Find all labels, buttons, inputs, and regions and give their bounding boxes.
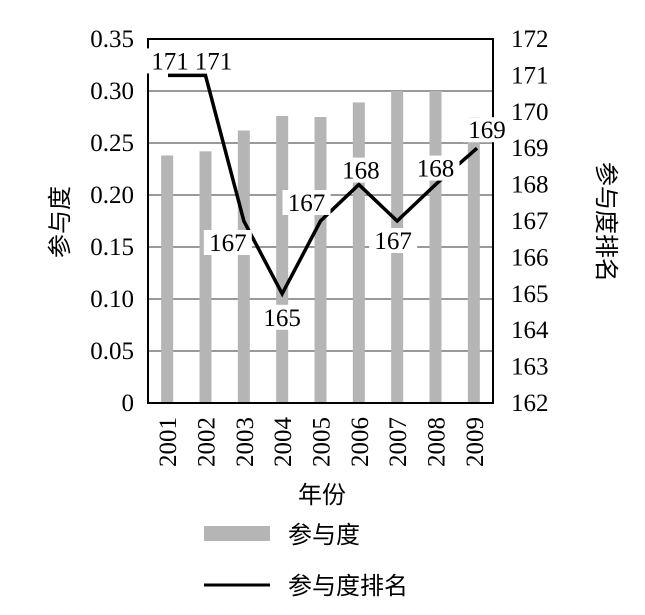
- bar-2005: [314, 117, 327, 403]
- line-data-labels: 171 171 167 165 167 168 167 168 169: [146, 48, 511, 332]
- right-tick-10: 172: [511, 26, 549, 53]
- right-axis-title: 参与度排名: [592, 162, 620, 282]
- right-tick-8: 170: [511, 99, 549, 126]
- x-tick-2006: 2006: [347, 417, 374, 467]
- plot-area-frame: [147, 38, 494, 404]
- data-label-2006: 168: [342, 158, 380, 185]
- x-tick-2001: 2001: [155, 417, 182, 467]
- bar-series: [161, 91, 480, 404]
- x-tick-2003: 2003: [232, 417, 259, 467]
- x-tick-2002: 2002: [194, 417, 221, 467]
- bar-2009: [467, 117, 480, 403]
- right-tick-3: 165: [511, 281, 549, 308]
- data-label-bg-2003: [203, 230, 252, 255]
- x-tick-2007: 2007: [385, 417, 412, 467]
- data-label-bg-2009: [463, 117, 511, 143]
- right-tick-4: 166: [511, 244, 549, 271]
- left-tick-6: 0.30: [90, 78, 134, 105]
- bar-2003: [237, 130, 250, 403]
- legend-label-bar: 参与度: [288, 521, 360, 549]
- data-label-2001: 171: [151, 48, 189, 75]
- bar-2006: [352, 102, 365, 403]
- bar-2004: [276, 115, 289, 404]
- right-tick-7: 169: [511, 135, 549, 162]
- right-tick-6: 168: [511, 172, 549, 199]
- right-tick-1: 163: [511, 354, 549, 381]
- x-axis-title: 年份: [298, 481, 346, 509]
- data-label-2009: 169: [468, 117, 506, 144]
- line-series: [167, 73, 479, 298]
- x-axis-ticks: 2001 2002 2003 2004 2005 2006 2007 2008 2009: [155, 417, 489, 468]
- bar-2002: [199, 151, 212, 403]
- data-label-2003: 167: [209, 230, 247, 257]
- data-label-bg-2002: [189, 48, 238, 74]
- left-axis-title: 参与度: [46, 186, 74, 258]
- left-tick-4: 0.20: [90, 182, 134, 209]
- x-tick-2009: 2009: [462, 417, 489, 467]
- right-tick-2: 164: [511, 317, 549, 344]
- data-label-2002: 171: [195, 48, 233, 75]
- data-label-2004: 165: [263, 305, 301, 332]
- legend-label-line: 参与度排名: [288, 572, 408, 600]
- data-label-2007: 167: [374, 228, 412, 255]
- bar-2008: [429, 91, 442, 403]
- legend-swatch-bar: [204, 526, 270, 541]
- right-tick-9: 171: [511, 62, 549, 89]
- left-tick-7: 0.35: [90, 26, 134, 53]
- left-tick-0: 0: [122, 390, 135, 417]
- data-label-bg-2007: [369, 228, 418, 253]
- legend: 参与度 参与度排名: [204, 521, 408, 600]
- left-tick-3: 0.15: [90, 234, 134, 261]
- left-tick-2: 0.10: [90, 286, 134, 313]
- right-tick-0: 162: [511, 390, 549, 417]
- data-label-bg-2006: [336, 157, 385, 183]
- data-label-bg-2001: [146, 48, 194, 74]
- data-label-2008: 168: [417, 156, 455, 183]
- left-tick-1: 0.05: [90, 338, 134, 365]
- x-tick-2004: 2004: [270, 417, 297, 468]
- right-tick-5: 167: [511, 208, 549, 235]
- right-axis-ticks: 162 163 164 165 166 167 168 169 170 171 172: [511, 26, 549, 417]
- x-tick-2005: 2005: [309, 417, 336, 467]
- left-tick-5: 0.25: [90, 130, 134, 157]
- data-label-bg-2004: [258, 304, 307, 330]
- data-label-bg-2005: [282, 190, 331, 215]
- x-tick-2008: 2008: [424, 417, 451, 467]
- data-label-2005: 167: [288, 190, 326, 217]
- data-label-bg-2008: [411, 155, 460, 181]
- bar-2001: [161, 155, 174, 403]
- left-axis-ticks: 0 0.05 0.10 0.15 0.20 0.25 0.30 0.35: [90, 26, 134, 417]
